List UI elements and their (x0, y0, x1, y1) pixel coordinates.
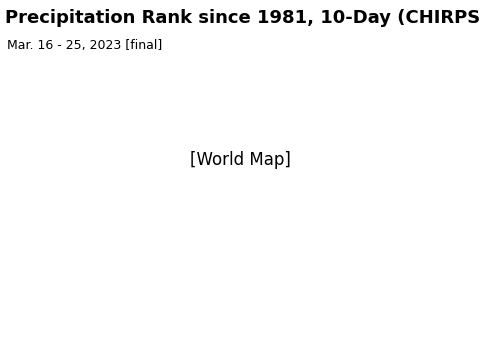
Text: Precipitation Rank since 1981, 10-Day (CHIRPS, CPC): Precipitation Rank since 1981, 10-Day (C… (5, 9, 480, 27)
Text: Mar. 16 - 25, 2023 [final]: Mar. 16 - 25, 2023 [final] (7, 39, 162, 52)
Text: [World Map]: [World Map] (190, 151, 290, 169)
